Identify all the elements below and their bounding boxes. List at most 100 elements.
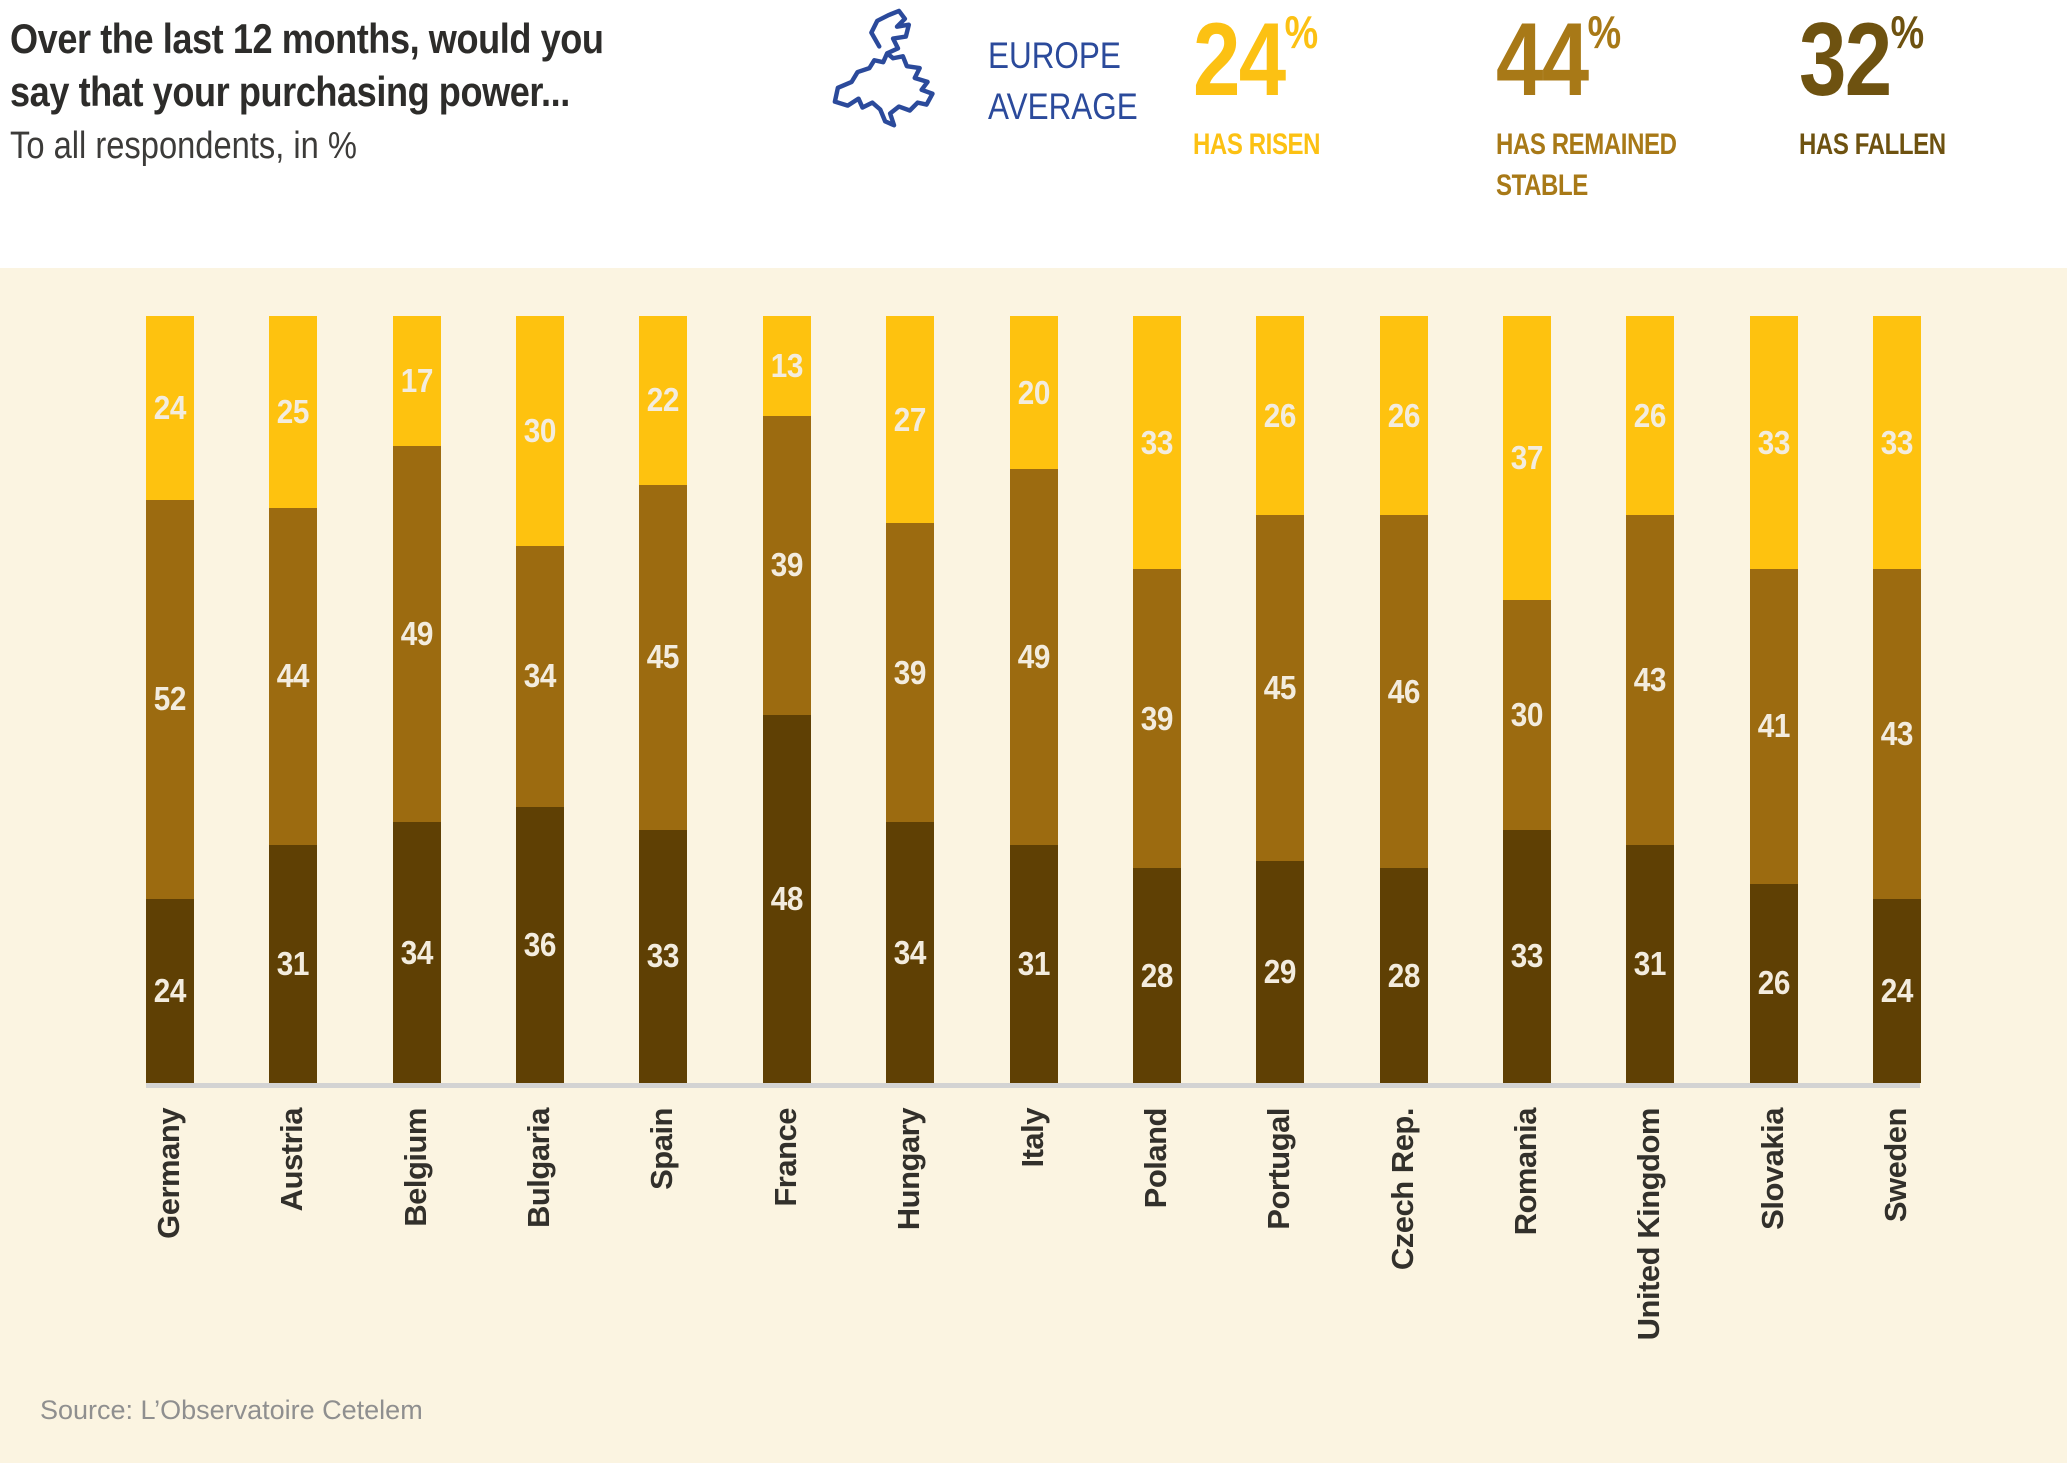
bar-segment-has-fallen: 31: [1626, 845, 1674, 1083]
segment-value-label: 33: [1510, 937, 1544, 975]
segment-value-label: 13: [770, 346, 804, 384]
bar-segment-has-risen: 26: [1626, 316, 1674, 516]
segment-value-label: 24: [153, 971, 187, 1009]
bar-segment-has-fallen: 48: [763, 714, 811, 1083]
segment-value-label: 41: [1757, 707, 1791, 745]
segment-value-label: 34: [523, 657, 557, 695]
stat-has-remained-stable-value: 44%: [1496, 5, 1697, 115]
chart-area: 24 52 24 Germany 25 44 31 Austria 17 49 34 Belgium 3…: [0, 268, 2067, 1463]
bar-spain: 22 45 33: [639, 316, 687, 1083]
bar-segment-has-remained-stable: 43: [1626, 515, 1674, 846]
stacked-bar-plot: 24 52 24 Germany 25 44 31 Austria 17 49 34 Belgium 3…: [0, 268, 2067, 1463]
country-label-hungary: Hungary: [891, 1108, 926, 1231]
bar-segment-has-remained-stable: 44: [269, 507, 317, 846]
bar-segment-has-remained-stable: 39: [763, 415, 811, 715]
bar-segment-has-fallen: 36: [516, 806, 564, 1083]
stat-has-fallen-value: 32%: [1799, 5, 2000, 115]
country-label-romania: Romania: [1508, 1108, 1543, 1236]
bar-segment-has-remained-stable: 30: [1503, 599, 1551, 830]
segment-value-label: 37: [1510, 438, 1544, 476]
percent-sign: %: [1890, 6, 1925, 58]
segment-value-label: 34: [893, 933, 927, 971]
segment-value-label: 43: [1880, 715, 1914, 752]
bar-belgium: 17 49 34: [393, 316, 441, 1083]
country-label-spain: Spain: [644, 1108, 679, 1190]
bar-segment-has-fallen: 33: [639, 829, 687, 1083]
bar-segment-has-risen: 26: [1380, 316, 1428, 516]
segment-value-label: 28: [1140, 956, 1174, 994]
bar-united-kingdom: 26 43 31: [1626, 316, 1674, 1083]
bar-hungary: 27 39 34: [886, 316, 934, 1083]
segment-value-label: 24: [1880, 971, 1914, 1009]
bar-segment-has-remained-stable: 34: [516, 546, 564, 807]
bar-segment-has-risen: 22: [639, 316, 687, 485]
europe-label-line-1: EUROPE: [988, 35, 1121, 76]
bar-germany: 24 52 24: [146, 316, 194, 1083]
bar-segment-has-risen: 33: [1133, 316, 1181, 570]
country-label-united-kingdom: United Kingdom: [1631, 1108, 1666, 1341]
bar-segment-has-fallen: 34: [886, 822, 934, 1083]
country-label-belgium: Belgium: [398, 1108, 433, 1227]
bar-segment-has-remained-stable: 52: [146, 500, 194, 899]
bar-segment-has-remained-stable: 39: [1133, 569, 1181, 869]
bar-segment-has-remained-stable: 49: [393, 446, 441, 823]
segment-value-label: 49: [1017, 638, 1051, 676]
bar-segment-has-fallen: 26: [1750, 883, 1798, 1083]
bar-segment-has-remained-stable: 41: [1750, 569, 1798, 884]
stat-value: 32: [1799, 2, 1892, 118]
stat-value: 24: [1193, 2, 1286, 118]
bar-austria: 25 44 31: [269, 316, 317, 1083]
bar-france: 13 39 48: [763, 316, 811, 1083]
europe-average-label: EUROPE AVERAGE: [988, 30, 1138, 132]
europe-average-block: EUROPE AVERAGE: [828, 6, 1164, 146]
segment-value-label: 45: [646, 638, 680, 676]
segment-value-label: 36: [523, 925, 557, 963]
bar-segment-has-remained-stable: 45: [639, 484, 687, 830]
segment-value-label: 17: [400, 362, 434, 400]
bar-slovakia: 33 41 26: [1750, 316, 1798, 1083]
bar-segment-has-remained-stable: 39: [886, 523, 934, 823]
segment-value-label: 30: [1510, 695, 1544, 733]
bar-portugal: 26 45 29: [1256, 316, 1304, 1083]
bar-segment-has-risen: 26: [1256, 316, 1304, 516]
country-label-austria: Austria: [274, 1108, 309, 1212]
bar-segment-has-risen: 24: [146, 316, 194, 501]
bar-segment-has-remained-stable: 49: [1010, 469, 1058, 846]
segment-value-label: 31: [276, 945, 310, 983]
stat-value: 44: [1496, 2, 1589, 118]
segment-value-label: 33: [1757, 423, 1791, 461]
stat-has-remained-stable-label: HAS REMAINED STABLE: [1496, 128, 1677, 202]
title-block: Over the last 12 months, would you say t…: [10, 12, 650, 168]
segment-value-label: 29: [1263, 952, 1297, 990]
segment-value-label: 46: [1387, 672, 1421, 710]
segment-value-label: 44: [276, 657, 310, 695]
segment-value-label: 31: [1017, 945, 1051, 983]
country-label-sweden: Sweden: [1878, 1108, 1913, 1223]
bar-segment-has-fallen: 31: [269, 845, 317, 1083]
bar-segment-has-risen: 33: [1873, 316, 1921, 570]
segment-value-label: 20: [1017, 373, 1051, 411]
country-label-slovakia: Slovakia: [1755, 1108, 1790, 1230]
country-label-poland: Poland: [1138, 1108, 1173, 1209]
stat-has-fallen-label: HAS FALLEN: [1799, 128, 1946, 162]
bar-segment-has-fallen: 28: [1380, 868, 1428, 1083]
europe-label-line-2: AVERAGE: [988, 86, 1138, 128]
bar-segment-has-fallen: 24: [1873, 898, 1921, 1083]
percent-sign: %: [1587, 6, 1622, 58]
segment-value-label: 39: [770, 546, 804, 584]
bar-poland: 33 39 28: [1133, 316, 1181, 1083]
country-label-czech-rep: Czech Rep.: [1385, 1108, 1420, 1271]
bar-bulgaria: 30 34 36: [516, 316, 564, 1083]
bar-segment-has-fallen: 34: [393, 822, 441, 1083]
bar-segment-has-remained-stable: 43: [1873, 569, 1921, 899]
country-label-bulgaria: Bulgaria: [521, 1108, 556, 1229]
bar-segment-has-risen: 13: [763, 316, 811, 416]
percent-sign: %: [1284, 6, 1319, 58]
bar-segment-has-risen: 37: [1503, 316, 1551, 600]
segment-value-label: 33: [1880, 423, 1914, 461]
bar-segment-has-risen: 17: [393, 316, 441, 447]
stat-has-remained-stable: 44% HAS REMAINED STABLE: [1496, 5, 1741, 206]
segment-value-label: 33: [646, 937, 680, 975]
country-label-france: France: [768, 1108, 803, 1207]
bar-segment-has-fallen: 31: [1010, 845, 1058, 1083]
